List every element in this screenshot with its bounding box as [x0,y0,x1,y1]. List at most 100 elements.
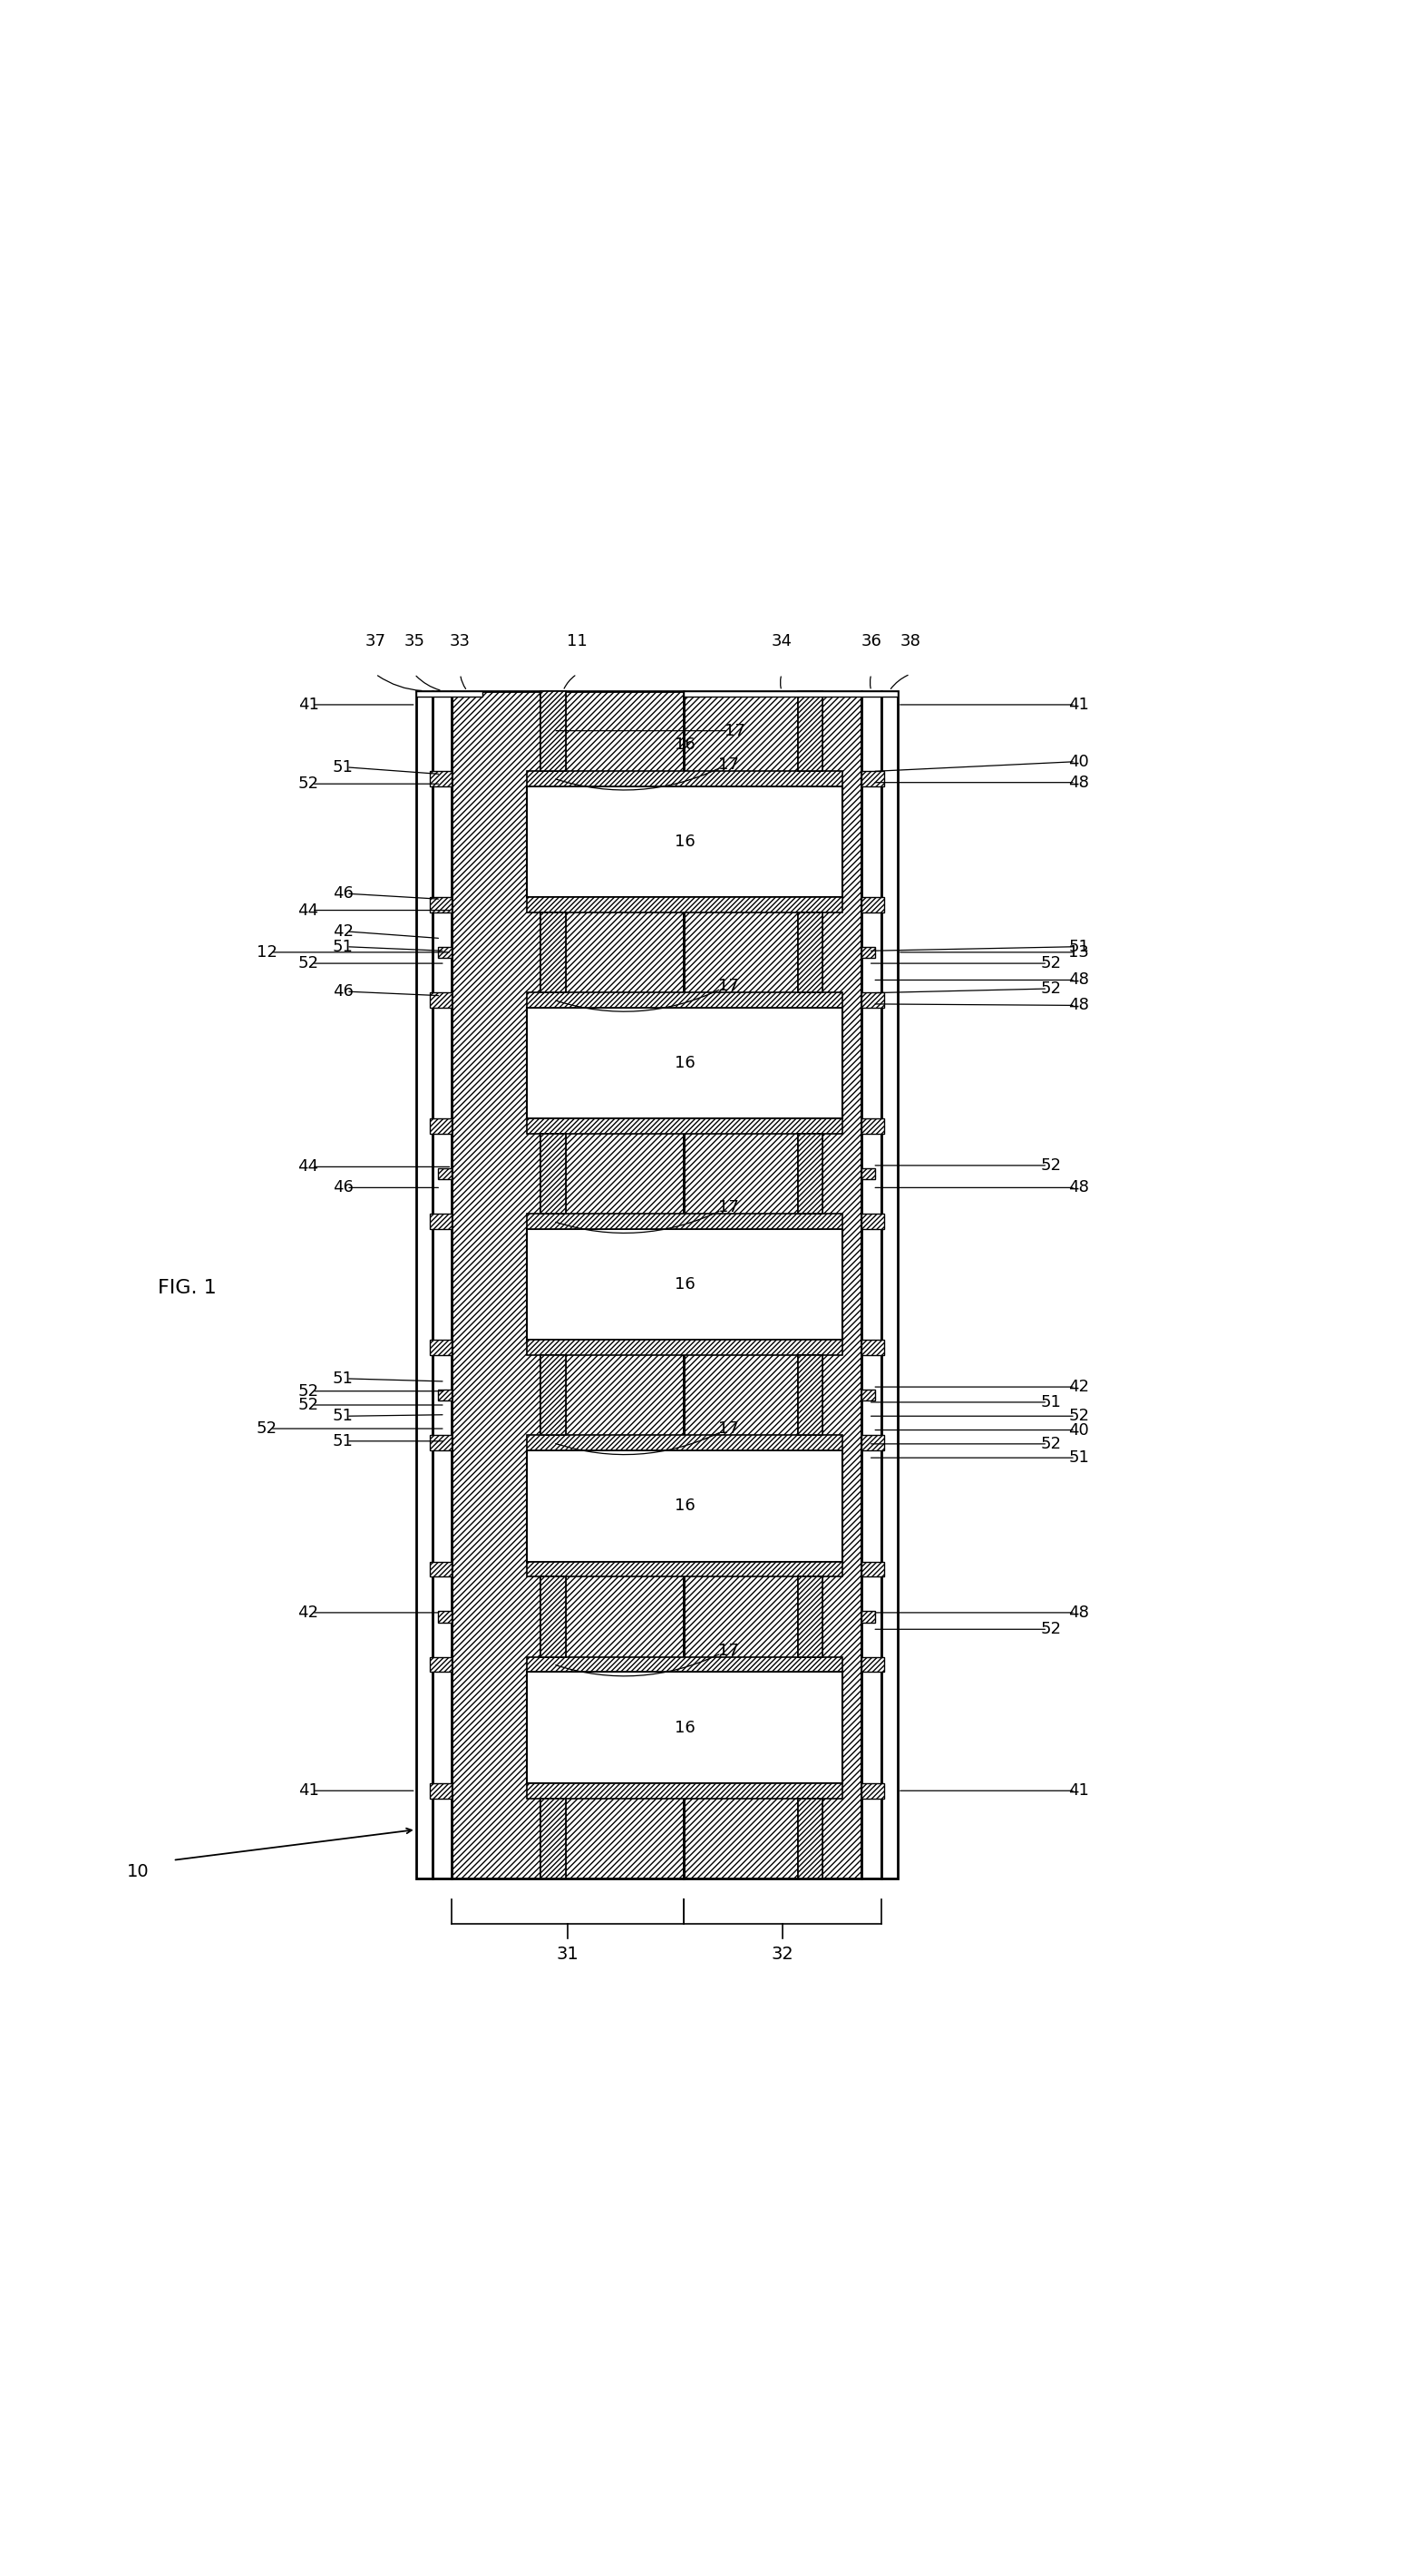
Bar [862,770,884,786]
Text: 52: 52 [298,956,318,971]
Text: 52: 52 [298,775,318,791]
Bar [797,1355,822,1435]
Bar [797,1577,822,1656]
Text: 46: 46 [332,886,353,902]
Bar [862,1213,884,1229]
Bar [541,912,566,992]
Text: 13: 13 [1069,943,1089,961]
Bar [797,912,822,992]
Bar [430,992,453,1007]
Text: FIG. 1: FIG. 1 [157,1278,216,1298]
Bar [527,1118,842,1133]
Bar [430,896,453,912]
Bar [527,1435,842,1450]
Bar [439,1170,453,1180]
Bar [797,690,822,770]
Text: 51: 51 [1069,1450,1089,1466]
Bar [430,1783,453,1798]
Bar [527,1561,842,1577]
Bar [527,1450,842,1561]
Text: 46: 46 [332,1180,353,1195]
Bar [430,1783,453,1798]
Text: 11: 11 [566,634,587,649]
Bar [430,1561,453,1577]
Bar [797,690,822,770]
Text: 33: 33 [450,634,471,649]
Bar [862,1388,876,1401]
Text: 41: 41 [298,1783,318,1798]
Bar [797,690,822,770]
Text: 44: 44 [298,1159,318,1175]
Bar [862,948,876,958]
Bar [527,1435,842,1450]
Bar [797,1133,822,1213]
Bar [541,1355,566,1435]
Bar [527,992,842,1007]
Bar [797,912,822,992]
Bar [527,786,842,896]
Text: 46: 46 [332,984,353,999]
Bar [862,1656,884,1672]
Text: 52: 52 [1041,1620,1062,1638]
Text: 16: 16 [674,1718,695,1736]
Bar [862,948,876,958]
Bar [433,690,453,1878]
Bar [439,948,453,958]
Bar [862,992,884,1007]
Bar [453,690,684,1878]
Bar [862,1783,884,1798]
Text: 16: 16 [674,1054,695,1072]
Bar [541,1798,566,1878]
Bar [541,912,566,992]
Text: 10: 10 [127,1862,150,1880]
Text: 17: 17 [717,979,738,994]
Text: 51: 51 [332,1370,353,1386]
Bar [527,1783,842,1798]
Bar [439,1610,453,1623]
Bar [527,896,842,912]
Bar [430,770,453,786]
Text: 16: 16 [674,1497,695,1515]
Bar [439,1170,453,1180]
Bar [430,770,453,786]
Text: 52: 52 [1069,1409,1090,1425]
Text: 41: 41 [298,696,318,714]
Text: 17: 17 [717,1422,738,1437]
Text: 48: 48 [1069,1605,1089,1620]
Text: 52: 52 [298,1383,318,1399]
Bar [527,1340,842,1355]
Bar [416,690,482,696]
Text: 32: 32 [771,1945,793,1963]
Text: 42: 42 [332,922,353,940]
Bar [541,912,566,992]
Bar [797,1798,822,1878]
Bar [862,1170,876,1180]
Bar [862,1561,884,1577]
Bar [862,1610,876,1623]
Bar [862,1340,884,1355]
Bar [541,690,566,770]
Bar [541,1577,566,1656]
Bar [527,1656,842,1672]
Bar [527,1672,842,1783]
Bar [527,1783,842,1798]
Text: 48: 48 [1069,997,1089,1012]
Bar [430,1340,453,1355]
Text: 51: 51 [1069,938,1089,956]
Bar [862,1170,876,1180]
Bar [797,1798,822,1878]
Text: 51: 51 [1041,1394,1062,1412]
Text: 48: 48 [1069,971,1089,989]
Text: 41: 41 [1069,1783,1089,1798]
Bar [527,1007,842,1118]
Bar [684,690,898,696]
Bar [430,1213,453,1229]
Bar [541,1133,566,1213]
Bar [862,1610,876,1623]
Text: 52: 52 [1041,1435,1062,1453]
Bar [541,1577,566,1656]
Text: 41: 41 [1069,696,1089,714]
Text: 51: 51 [332,1432,353,1450]
Text: 38: 38 [899,634,920,649]
Text: 48: 48 [1069,1180,1089,1195]
